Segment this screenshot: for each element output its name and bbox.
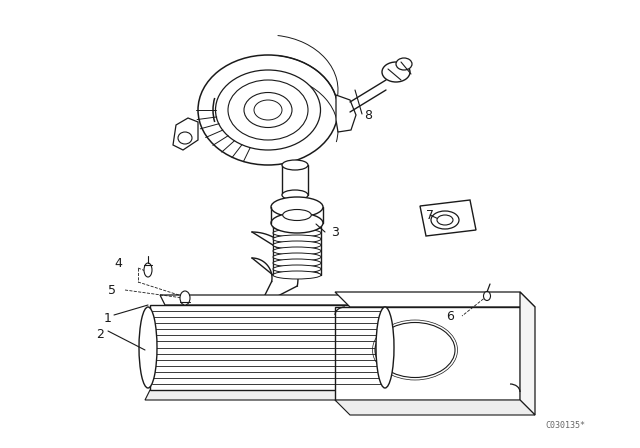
Text: 7: 7 xyxy=(426,208,434,221)
Ellipse shape xyxy=(144,263,152,277)
Ellipse shape xyxy=(244,92,292,128)
Ellipse shape xyxy=(273,223,321,231)
Ellipse shape xyxy=(216,70,321,150)
Text: 5: 5 xyxy=(108,284,116,297)
Ellipse shape xyxy=(396,58,412,70)
Ellipse shape xyxy=(273,265,321,273)
Polygon shape xyxy=(160,295,395,305)
Ellipse shape xyxy=(273,235,321,243)
Polygon shape xyxy=(336,95,356,132)
Ellipse shape xyxy=(282,160,308,170)
Text: C030135*: C030135* xyxy=(545,421,585,430)
Text: 4: 4 xyxy=(114,257,122,270)
Ellipse shape xyxy=(254,100,282,120)
Ellipse shape xyxy=(273,253,321,261)
Ellipse shape xyxy=(437,215,453,225)
Ellipse shape xyxy=(228,80,308,140)
Ellipse shape xyxy=(273,259,321,267)
Ellipse shape xyxy=(273,247,321,255)
Polygon shape xyxy=(335,292,535,307)
Text: 6: 6 xyxy=(446,310,454,323)
Ellipse shape xyxy=(382,62,410,82)
Text: 1: 1 xyxy=(104,311,112,324)
Ellipse shape xyxy=(180,291,190,305)
Ellipse shape xyxy=(273,271,321,279)
Polygon shape xyxy=(335,307,520,400)
Text: 8: 8 xyxy=(364,108,372,121)
Ellipse shape xyxy=(273,241,321,249)
Polygon shape xyxy=(145,390,385,400)
Ellipse shape xyxy=(483,292,490,301)
Ellipse shape xyxy=(139,307,157,388)
Polygon shape xyxy=(520,292,535,415)
Ellipse shape xyxy=(178,132,192,144)
Text: 3: 3 xyxy=(331,225,339,238)
Ellipse shape xyxy=(375,323,455,378)
Polygon shape xyxy=(173,118,198,150)
Ellipse shape xyxy=(282,190,308,200)
Ellipse shape xyxy=(431,211,459,229)
Ellipse shape xyxy=(198,55,338,165)
Polygon shape xyxy=(420,200,476,236)
Ellipse shape xyxy=(283,210,311,220)
Ellipse shape xyxy=(376,307,394,388)
Ellipse shape xyxy=(271,197,323,217)
Polygon shape xyxy=(150,305,385,390)
Ellipse shape xyxy=(271,213,323,233)
Ellipse shape xyxy=(273,229,321,237)
Text: 2: 2 xyxy=(96,327,104,340)
Polygon shape xyxy=(335,400,535,415)
